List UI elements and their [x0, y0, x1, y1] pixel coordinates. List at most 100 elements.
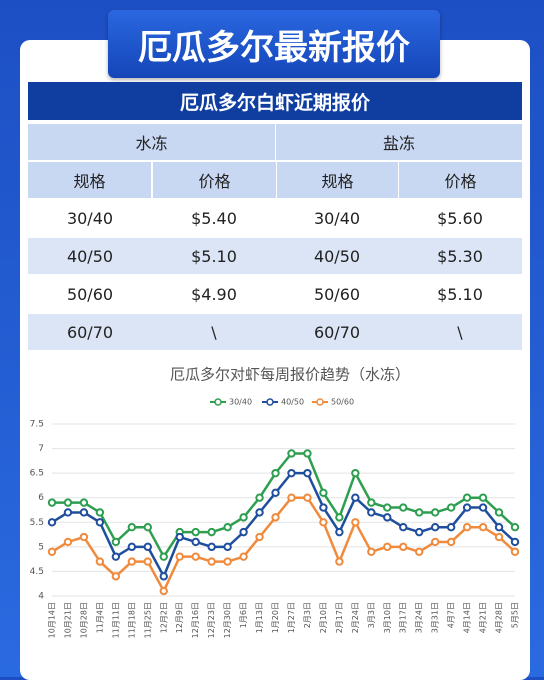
x-tick-label: 11月18日: [127, 602, 136, 638]
y-tick-label: 4: [38, 592, 44, 602]
point: [494, 532, 504, 542]
point: [79, 532, 89, 542]
point: [383, 542, 392, 552]
table-cell: $5.40: [152, 200, 276, 236]
table-cell: $4.90: [152, 276, 276, 312]
point: [175, 532, 184, 542]
point: [335, 513, 344, 522]
point: [415, 547, 424, 556]
point: [287, 493, 296, 502]
point: [415, 527, 424, 537]
point: [95, 557, 105, 566]
point: [47, 547, 57, 556]
point: [127, 542, 137, 552]
point: [239, 552, 248, 561]
x-tick-label: 12月16日: [191, 602, 200, 638]
x-tick-label: 2月3日: [303, 602, 312, 628]
point: [462, 493, 472, 502]
point: [494, 523, 504, 532]
point: [446, 537, 456, 547]
point: [319, 488, 328, 497]
point: [175, 552, 184, 561]
x-tick-label: 2月10日: [319, 602, 328, 633]
point: [191, 537, 200, 547]
x-tick-label: 12月9日: [175, 602, 184, 633]
x-tick-label: 10月21日: [63, 602, 72, 638]
point: [399, 523, 408, 532]
y-tick-label: 5: [38, 542, 44, 552]
point: [399, 542, 408, 552]
point: [367, 547, 376, 556]
point: [478, 503, 488, 512]
x-tick-label: 1月27日: [287, 602, 296, 633]
table-cell: 50/60: [28, 276, 152, 312]
column-header: 价格: [399, 162, 522, 198]
point: [335, 527, 344, 537]
point: [446, 503, 456, 512]
point: [494, 508, 504, 517]
table-cell: 40/50: [28, 238, 152, 274]
point: [95, 508, 105, 517]
point: [207, 542, 216, 552]
x-tick-label: 5月5日: [511, 602, 520, 628]
point: [143, 542, 152, 552]
point: [271, 468, 280, 478]
table-cell: 60/70: [28, 314, 152, 350]
banner-title: 厄瓜多尔最新报价: [108, 10, 440, 78]
point: [239, 513, 248, 522]
point: [47, 518, 57, 527]
point: [351, 468, 360, 478]
legend-label: 50/60: [331, 398, 354, 407]
y-tick-label: 7: [38, 444, 44, 454]
point: [478, 493, 488, 502]
x-tick-label: 4月21日: [479, 602, 488, 633]
x-tick-label: 3月17日: [399, 602, 408, 633]
x-tick-label: 4月7日: [447, 602, 456, 628]
point: [239, 527, 248, 537]
point: [303, 468, 312, 478]
table-cell: 30/40: [28, 200, 152, 236]
point: [127, 523, 137, 532]
point: [191, 552, 200, 561]
point: [399, 503, 408, 512]
table-cell: 30/40: [276, 200, 398, 236]
x-tick-label: 11月25日: [143, 602, 152, 638]
point: [430, 523, 440, 532]
point: [255, 508, 264, 517]
x-tick-label: 3月3日: [367, 602, 376, 628]
point: [47, 498, 57, 507]
table-cell: \: [152, 314, 276, 350]
y-tick-label: 5.5: [30, 518, 44, 528]
x-tick-label: 2月17日: [335, 602, 344, 633]
point: [111, 572, 121, 581]
point: [462, 523, 472, 532]
point: [95, 518, 105, 527]
point: [303, 449, 312, 458]
x-tick-label: 1月13日: [255, 602, 264, 633]
point: [255, 532, 264, 542]
point: [111, 552, 121, 561]
table-title: 厄瓜多尔白虾近期报价: [28, 82, 522, 120]
point: [143, 557, 152, 566]
y-tick-label: 6.5: [30, 469, 44, 479]
point: [430, 508, 440, 517]
point: [271, 488, 280, 497]
column-header: 价格: [153, 162, 276, 198]
table-cell: 40/50: [276, 238, 398, 274]
point: [510, 523, 520, 532]
point: [63, 537, 73, 547]
point: [159, 572, 168, 581]
line: [51, 471, 516, 578]
point: [510, 537, 520, 547]
point: [287, 468, 296, 478]
table-cell: $5.60: [398, 200, 522, 236]
x-tick-label: 11月11日: [111, 602, 120, 638]
x-tick-label: 4月28日: [495, 602, 504, 633]
point: [159, 552, 168, 561]
y-tick-label: 6: [38, 493, 44, 503]
point: [462, 503, 472, 512]
point: [223, 542, 232, 552]
table-cell: 50/60: [276, 276, 398, 312]
legend-label: 40/50: [281, 398, 304, 407]
